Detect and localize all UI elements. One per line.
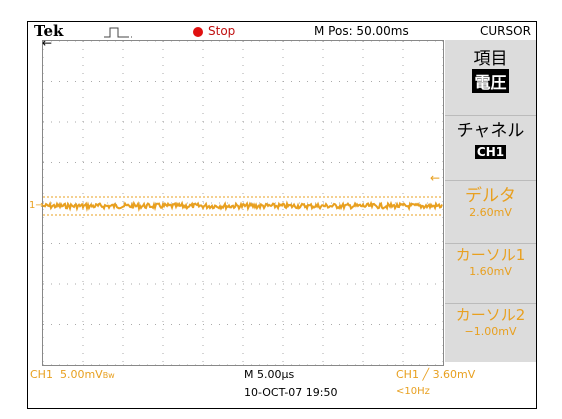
timebase: M 5.00µs: [244, 368, 295, 381]
menu-item: 項目 電圧: [445, 44, 536, 93]
scale: 5.00mV: [59, 368, 103, 381]
menu-label: デルタ: [465, 186, 516, 206]
menu-value: 1.60mV: [469, 265, 512, 278]
bandwidth: Bw: [102, 371, 115, 380]
menu-item: カーソル1 1.60mV: [445, 243, 536, 278]
side-menu: 項目 電圧 チャネル CH1 デルタ 2.60mV カーソル1 1.60mV カーソル2…: [445, 40, 536, 362]
menu-label: カーソル1: [455, 246, 526, 264]
menu-value: −1.00mV: [464, 325, 517, 338]
graticule: ←: [42, 40, 444, 366]
trace: [43, 200, 443, 213]
trigger: CH1 ╱ 3.60mV: [396, 368, 476, 381]
pos-arrow: ←: [42, 36, 53, 50]
scope-screen: Tek Stop M Pos: 50.00ms CURSOR ← 1→ ← 項目…: [27, 21, 537, 409]
channel: CH1: [30, 368, 53, 381]
run-state: Stop: [208, 24, 236, 38]
datetime: 10-OCT-07 19:50: [244, 386, 338, 399]
brand: Tek: [34, 22, 64, 40]
menu-value: CH1: [474, 145, 507, 159]
trigger-arrow: ←: [430, 171, 440, 185]
menu-label: カーソル2: [455, 306, 526, 324]
stop-dot: [193, 27, 203, 37]
menu-value: 2.60mV: [469, 206, 512, 219]
status-channel: CH1 5.00mVBw: [30, 368, 115, 381]
menu-value: 電圧: [472, 69, 509, 93]
channel-marker: 1→: [29, 200, 44, 211]
menu-item: カーソル2 −1.00mV: [445, 303, 536, 338]
grid-border: [42, 40, 444, 366]
menu-label: チャネル: [456, 121, 525, 141]
menu-item: チャネル CH1: [445, 115, 536, 160]
acq-icon: [104, 27, 134, 38]
menu-label: 項目: [473, 49, 508, 69]
channel-marker-label: 1: [29, 200, 36, 211]
menu-title: CURSOR: [480, 24, 531, 38]
menu-item: デルタ 2.60mV: [445, 180, 536, 219]
position: M Pos: 50.00ms: [314, 24, 409, 38]
frequency: <10Hz: [396, 386, 430, 397]
